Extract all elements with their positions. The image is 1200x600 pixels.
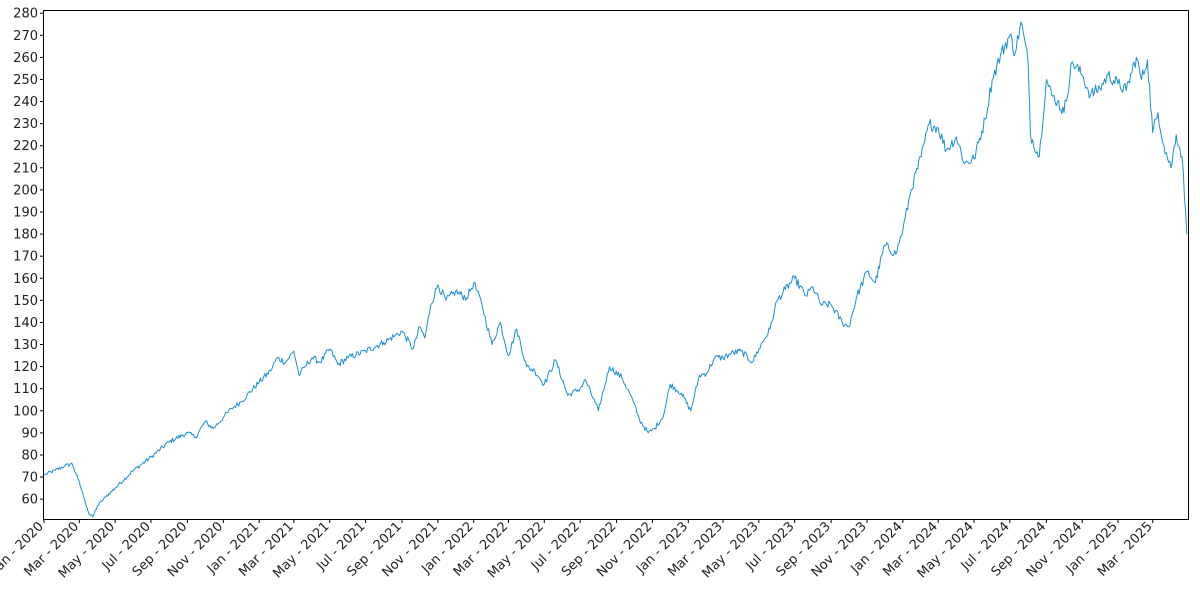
y-tick-label: 140 (13, 316, 38, 331)
y-tick-label: 250 (13, 73, 38, 88)
y-tick-label: 160 (13, 272, 38, 287)
price-series-line (44, 21, 1188, 518)
y-tick-label: 260 (13, 51, 38, 66)
y-tick-label: 270 (13, 29, 38, 44)
y-tick-label: 130 (13, 338, 38, 353)
y-tick-label: 180 (13, 228, 38, 243)
y-tick-label: 100 (13, 404, 38, 419)
y-tick-label: 80 (21, 448, 38, 463)
y-tick-label: 150 (13, 294, 38, 309)
y-tick-label: 120 (13, 360, 38, 375)
y-tick-label: 70 (21, 471, 38, 486)
y-tick-label: 110 (13, 382, 38, 397)
y-tick-label: 200 (13, 183, 38, 198)
y-tick-label: 170 (13, 250, 38, 265)
y-axis-ticks: 60 70 80 90 100 110 120 130 140 150 160 170 180 190 20… (13, 7, 44, 508)
plot-frame (43, 10, 1189, 520)
y-tick-label: 230 (13, 117, 38, 132)
y-tick-label: 60 (21, 493, 38, 508)
y-tick-label: 190 (13, 205, 38, 220)
y-tick-label: 210 (13, 161, 38, 176)
y-tick-label: 280 (13, 7, 38, 22)
y-tick-label: 240 (13, 95, 38, 110)
y-tick-label: 220 (13, 139, 38, 154)
y-tick-label: 90 (21, 426, 38, 441)
